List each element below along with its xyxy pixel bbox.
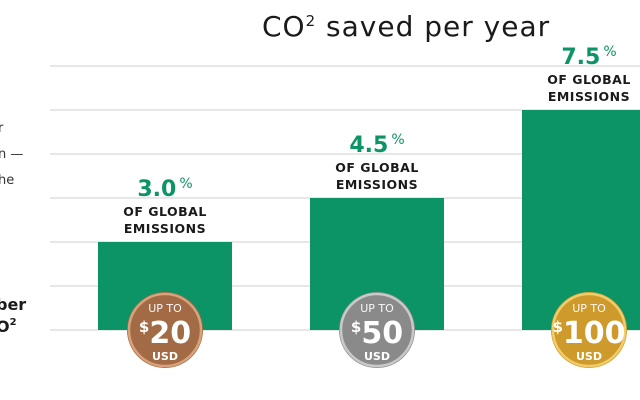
chart-title: CO2 saved per year [262, 10, 550, 43]
emissions-label-line: EMISSIONS [124, 221, 206, 236]
coin-rim [551, 292, 627, 368]
coin-face [551, 292, 627, 368]
coin-usd: USD [576, 350, 602, 363]
coin-rim [127, 292, 203, 368]
coin-rim [339, 292, 415, 368]
chart-title-sup: 2 [306, 12, 317, 30]
coin-usd: USD [152, 350, 178, 363]
left-text-fragment-5-main: O [0, 317, 10, 336]
emissions-label-line: OF GLOBAL [335, 160, 419, 175]
coin-up-to: UP TO [148, 302, 182, 315]
coin-dollar-sign: $ [552, 318, 562, 336]
left-text-fragment-3: he [0, 173, 14, 188]
value-percent-sign: % [391, 132, 404, 148]
coin-up-to: UP TO [360, 302, 394, 315]
emissions-label-line: OF GLOBAL [123, 204, 207, 219]
left-text-fragment-4: ber [0, 295, 26, 314]
emissions-label-line: OF GLOBAL [547, 72, 631, 87]
value-number: 3.0 [137, 177, 176, 202]
value-number: 7.5 [561, 45, 600, 70]
coin-amount-number: 50 [361, 316, 403, 351]
coin-amount: $100 [552, 316, 625, 351]
value-label: 3.0% [137, 176, 192, 202]
emissions-label-line: EMISSIONS [336, 177, 418, 192]
value-label: 4.5% [349, 132, 404, 158]
coin-amount-number: 100 [563, 316, 626, 351]
coin-usd: USD [364, 350, 390, 363]
coin-face [339, 292, 415, 368]
coin-amount: $20 [139, 316, 191, 351]
value-number: 4.5 [349, 133, 388, 158]
coin-amount-number: 20 [149, 316, 191, 351]
value-percent-sign: % [603, 44, 616, 60]
coin-amount: $50 [351, 316, 403, 351]
coin-face [127, 292, 203, 368]
left-text-fragment-2: n — [0, 147, 23, 162]
value-percent-sign: % [179, 176, 192, 192]
bar-labels: 3.0 % OF GLOBAL EMISSIONS 4.5 % OF GLOBAL EMISS… [123, 44, 631, 236]
left-text-fragment-5-sup: 2 [10, 317, 17, 328]
left-text-fragment-1: r [0, 121, 4, 136]
value-label: 7.5% [561, 44, 616, 70]
chart-title-rest: saved per year [316, 10, 550, 43]
coin-dollar-sign: $ [351, 318, 361, 336]
coin-dollar-sign: $ [139, 318, 149, 336]
coin-up-to: UP TO [572, 302, 606, 315]
left-text-fragment-5: O2 [0, 317, 17, 336]
chart-title-co: CO [262, 10, 306, 43]
left-text: r n — he ber O2 [0, 121, 26, 336]
emissions-label-line: EMISSIONS [548, 89, 630, 104]
